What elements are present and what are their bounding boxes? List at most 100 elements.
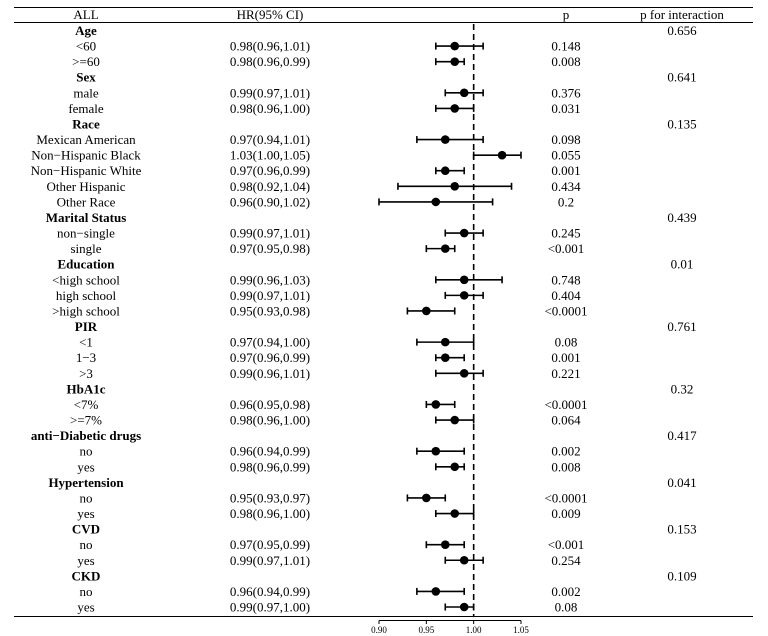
group-label: Education [57,257,115,272]
x-axis: 0.90 0.95 1.00 1.05 [371,620,529,635]
p-interaction-value: 0.439 [667,210,696,225]
hr-point [431,587,441,596]
hr-ci-text: 0.99(0.96,1.03) [230,272,310,287]
p-value: <0.0001 [544,490,587,505]
x-tick-label: 1.05 [513,625,529,635]
hr-point [422,306,431,316]
subgroup-label: <1 [79,335,93,350]
subgroup-label: Other Hispanic [46,179,125,194]
subgroup-label: high school [56,288,117,303]
p-interaction-value: 0.417 [667,428,697,443]
p-value: 0.008 [551,459,580,474]
subgroup-label: no [80,584,93,599]
x-tick-label: 0.90 [371,625,387,635]
hr-point [422,493,431,503]
hr-ci-text: 0.96(0.90,1.02) [230,194,310,209]
subgroup-label: >3 [79,366,93,381]
p-value: 0.064 [551,413,581,428]
hr-ci-text: 0.99(0.97,1.01) [230,288,310,303]
p-value: 0.001 [551,350,580,365]
p-interaction-value: 0.153 [667,522,696,537]
subgroup-label: Other Race [57,194,116,209]
hr-point [450,182,460,191]
hr-point [450,415,460,425]
subgroup-label: no [80,490,93,505]
table-rows: Age 0.656 <60 0.98(0.96,1.01) 0.148 >=60 0.98(… [31,23,697,615]
p-interaction-value: 0.041 [667,475,696,490]
hr-point [431,400,441,409]
group-label: Race [72,116,100,131]
p-value: 0.2 [558,194,574,209]
x-tick-label: 0.95 [418,625,434,635]
p-value: 0.002 [551,584,580,599]
hr-ci-text: 0.98(0.92,1.04) [230,179,310,194]
table-borders [14,7,753,617]
p-value: 0.245 [551,226,580,241]
subgroup-label: female [68,101,104,116]
p-interaction-value: 0.01 [671,257,694,272]
hr-ci-text: 1.03(1.00,1.05) [230,148,310,163]
subgroup-label: yes [77,459,94,474]
p-value: 0.404 [551,288,581,303]
hr-ci-text: 0.98(0.96,1.00) [230,506,310,521]
p-interaction-value: 0.135 [667,116,696,131]
hr-point [450,41,460,51]
hr-ci-text: 0.97(0.95,0.98) [230,241,310,256]
header-p-interaction: p for interaction [640,7,724,22]
hr-point [440,135,450,144]
hr-point [459,555,469,565]
p-value: 0.08 [555,600,578,615]
subgroup-label: >=7% [70,413,102,428]
p-value: 0.009 [551,506,580,521]
hr-ci-text: 0.97(0.95,0.99) [230,537,310,552]
hr-point [450,57,460,66]
subgroup-label: non−single [57,226,115,241]
p-value: 0.148 [551,39,580,54]
header-hr: HR(95% CI) [237,7,304,22]
subgroup-label: >=60 [72,54,100,69]
hr-ci-text: 0.99(0.97,1.00) [230,600,310,615]
group-label: Marital Status [46,210,127,225]
hr-point [440,244,450,253]
p-value: 0.031 [551,101,580,116]
header-p: p [563,7,570,22]
subgroup-label: yes [77,506,94,521]
p-interaction-value: 0.656 [667,23,697,38]
subgroup-label: no [80,444,93,459]
p-value: 0.098 [551,132,580,147]
hr-point [440,166,450,176]
hr-ci-text: 0.98(0.96,1.01) [230,39,310,54]
subgroup-label: male [73,85,98,100]
hr-point [440,337,450,347]
hr-point [459,228,469,238]
p-value: 0.002 [551,444,580,459]
hr-ci-text: 0.95(0.93,0.98) [230,303,310,318]
p-interaction-value: 0.641 [667,70,696,85]
hr-ci-text: 0.96(0.95,0.98) [230,397,310,412]
subgroup-label: Non−Hispanic White [31,163,142,178]
p-value: 0.434 [551,179,581,194]
hr-ci-text: 0.99(0.96,1.01) [230,366,310,381]
p-interaction-value: 0.109 [667,568,696,583]
group-label: HbA1c [67,381,106,396]
subgroup-label: single [70,241,101,256]
p-value: 0.08 [555,335,578,350]
p-value: 0.008 [551,54,580,69]
p-value: 0.001 [551,163,580,178]
p-value: 0.221 [551,366,580,381]
hr-point [450,462,460,472]
p-interaction-value: 0.761 [667,319,696,334]
hr-ci-text: 0.95(0.93,0.97) [230,490,310,505]
hr-ci-text: 0.98(0.96,0.99) [230,54,310,69]
hr-point [459,291,469,300]
hr-ci-text: 0.97(0.96,0.99) [230,163,310,178]
hr-point [450,104,460,113]
plot-marks [378,41,522,612]
hr-ci-text: 0.99(0.97,1.01) [230,553,310,568]
subgroup-label: no [80,537,93,552]
subgroup-label: Non−Hispanic Black [31,148,141,163]
hr-point [431,197,441,207]
hr-ci-text: 0.96(0.94,0.99) [230,584,310,599]
p-value: 0.055 [551,148,580,163]
